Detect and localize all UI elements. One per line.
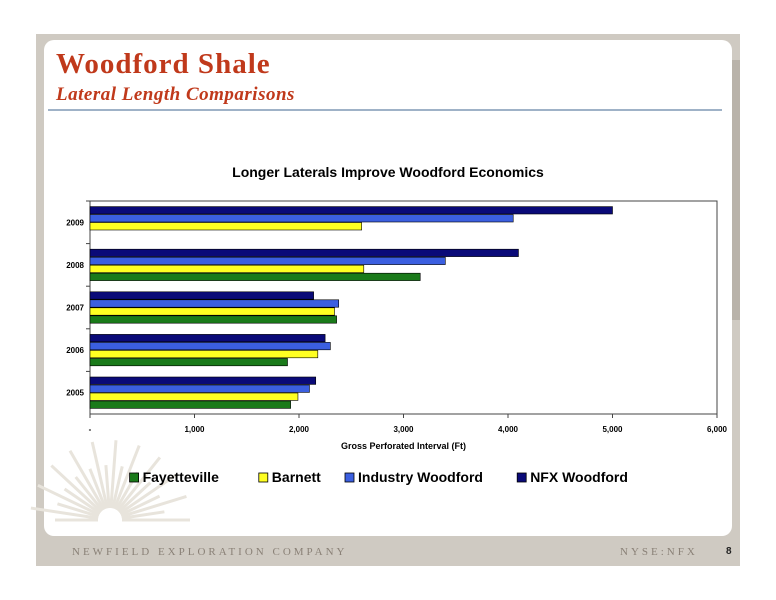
x-tick-label: 4,000 — [498, 425, 519, 434]
legend-swatch — [129, 472, 140, 483]
y-tick-label: 2006 — [66, 346, 84, 355]
sun-ray — [120, 494, 161, 517]
sun-ray — [68, 449, 106, 511]
sun-ray — [63, 487, 101, 515]
sun-ray — [121, 510, 165, 520]
x-tick-label: 5,000 — [602, 425, 623, 434]
footer-company-name: NEWFIELD EXPLORATION COMPANY — [72, 546, 348, 558]
bar-barnett — [89, 350, 319, 359]
bar-industry-woodford — [89, 342, 331, 351]
x-tick-label: 3,000 — [393, 425, 414, 434]
legend-label: Barnett — [272, 469, 321, 485]
sun-ray — [111, 466, 124, 509]
x-tick-label: 1,000 — [184, 425, 205, 434]
sun-ray — [119, 473, 177, 515]
sun-ray — [121, 494, 187, 518]
bar-barnett — [89, 222, 363, 231]
sun-ray — [57, 502, 99, 518]
y-tick-label: 2005 — [66, 389, 84, 398]
sun-ray — [74, 476, 104, 512]
slide-subtitle: Lateral Length Comparisons — [56, 84, 295, 105]
bar-nfx-woodford — [89, 206, 613, 215]
bar-industry-woodford — [89, 214, 514, 223]
x-tick-label: 2,000 — [289, 425, 310, 434]
footer-ticker: NYSE:NFX — [620, 546, 698, 558]
page-number: 8 — [726, 546, 732, 557]
legend-swatch — [516, 472, 527, 483]
bar-barnett — [89, 392, 299, 401]
sun-ray — [112, 444, 141, 510]
legend-swatch — [344, 472, 355, 483]
sun-ray — [117, 481, 152, 513]
sun-ray — [116, 456, 162, 512]
x-tick-label: - — [89, 425, 92, 434]
sun-ray — [30, 506, 99, 520]
legend-label: Fayetteville — [143, 469, 219, 485]
bar-fayetteville — [89, 400, 291, 409]
x-axis-label: Gross Perforated Interval (Ft) — [341, 441, 466, 451]
sun-ray — [37, 483, 100, 517]
bar-nfx-woodford — [89, 248, 519, 257]
sun-ray — [104, 465, 111, 509]
bar-barnett — [89, 307, 335, 316]
bar-industry-woodford — [89, 384, 310, 393]
slide-title: Woodford Shale — [56, 48, 271, 80]
bar-nfx-woodford — [89, 291, 314, 300]
bar-nfx-woodford — [89, 376, 317, 385]
bar-fayetteville — [89, 315, 337, 324]
bar-fayetteville — [89, 358, 288, 367]
x-tick-label: 6,000 — [707, 425, 728, 434]
title-divider — [48, 109, 722, 111]
sun-ray — [88, 468, 108, 510]
bar-industry-woodford — [89, 256, 446, 265]
bar-industry-woodford — [89, 299, 340, 308]
sun-ray — [90, 441, 109, 509]
y-tick-label: 2008 — [66, 261, 84, 270]
legend-label: Industry Woodford — [358, 469, 483, 485]
bar-barnett — [89, 264, 365, 273]
y-tick-label: 2007 — [66, 304, 84, 313]
bar-nfx-woodford — [89, 334, 326, 343]
chart-title: Longer Laterals Improve Woodford Economi… — [232, 164, 544, 180]
y-tick-label: 2009 — [66, 218, 84, 227]
bar-fayetteville — [89, 272, 421, 281]
legend-label: NFX Woodford — [530, 469, 628, 485]
legend-swatch — [258, 472, 269, 483]
sun-ray — [50, 464, 103, 513]
sun-ray — [109, 440, 118, 509]
